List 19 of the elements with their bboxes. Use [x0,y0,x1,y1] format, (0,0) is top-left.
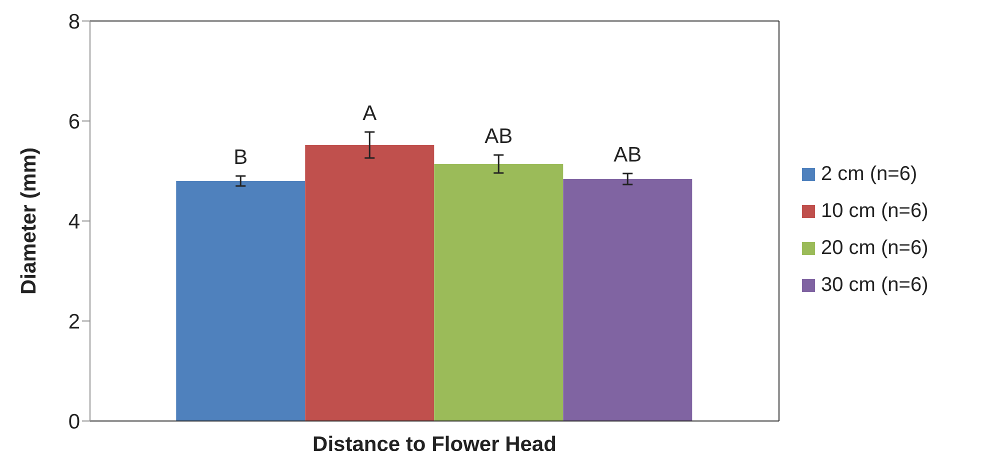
legend-label: 30 cm (n=6) [821,274,928,296]
y-tick-label: 2 [68,310,80,334]
x-axis-title: Distance to Flower Head [312,433,556,456]
bar [563,179,692,421]
y-axis-title: Diameter (mm) [17,147,40,295]
y-tick-label: 8 [68,10,80,34]
y-tick-label: 6 [68,110,80,134]
bar [434,164,564,421]
data-label: A [362,102,377,125]
legend-label: 20 cm (n=6) [821,236,928,260]
legend-label: 10 cm (n=6) [821,200,928,222]
y-tick-label: 4 [68,210,80,234]
data-label: AB [614,143,642,166]
bar [176,181,306,421]
legend-label: 2 cm (n=6) [821,162,918,186]
y-tick-label: 0 [68,410,80,434]
data-label: AB [484,124,513,148]
bar [305,145,434,421]
data-label: B [234,146,248,169]
